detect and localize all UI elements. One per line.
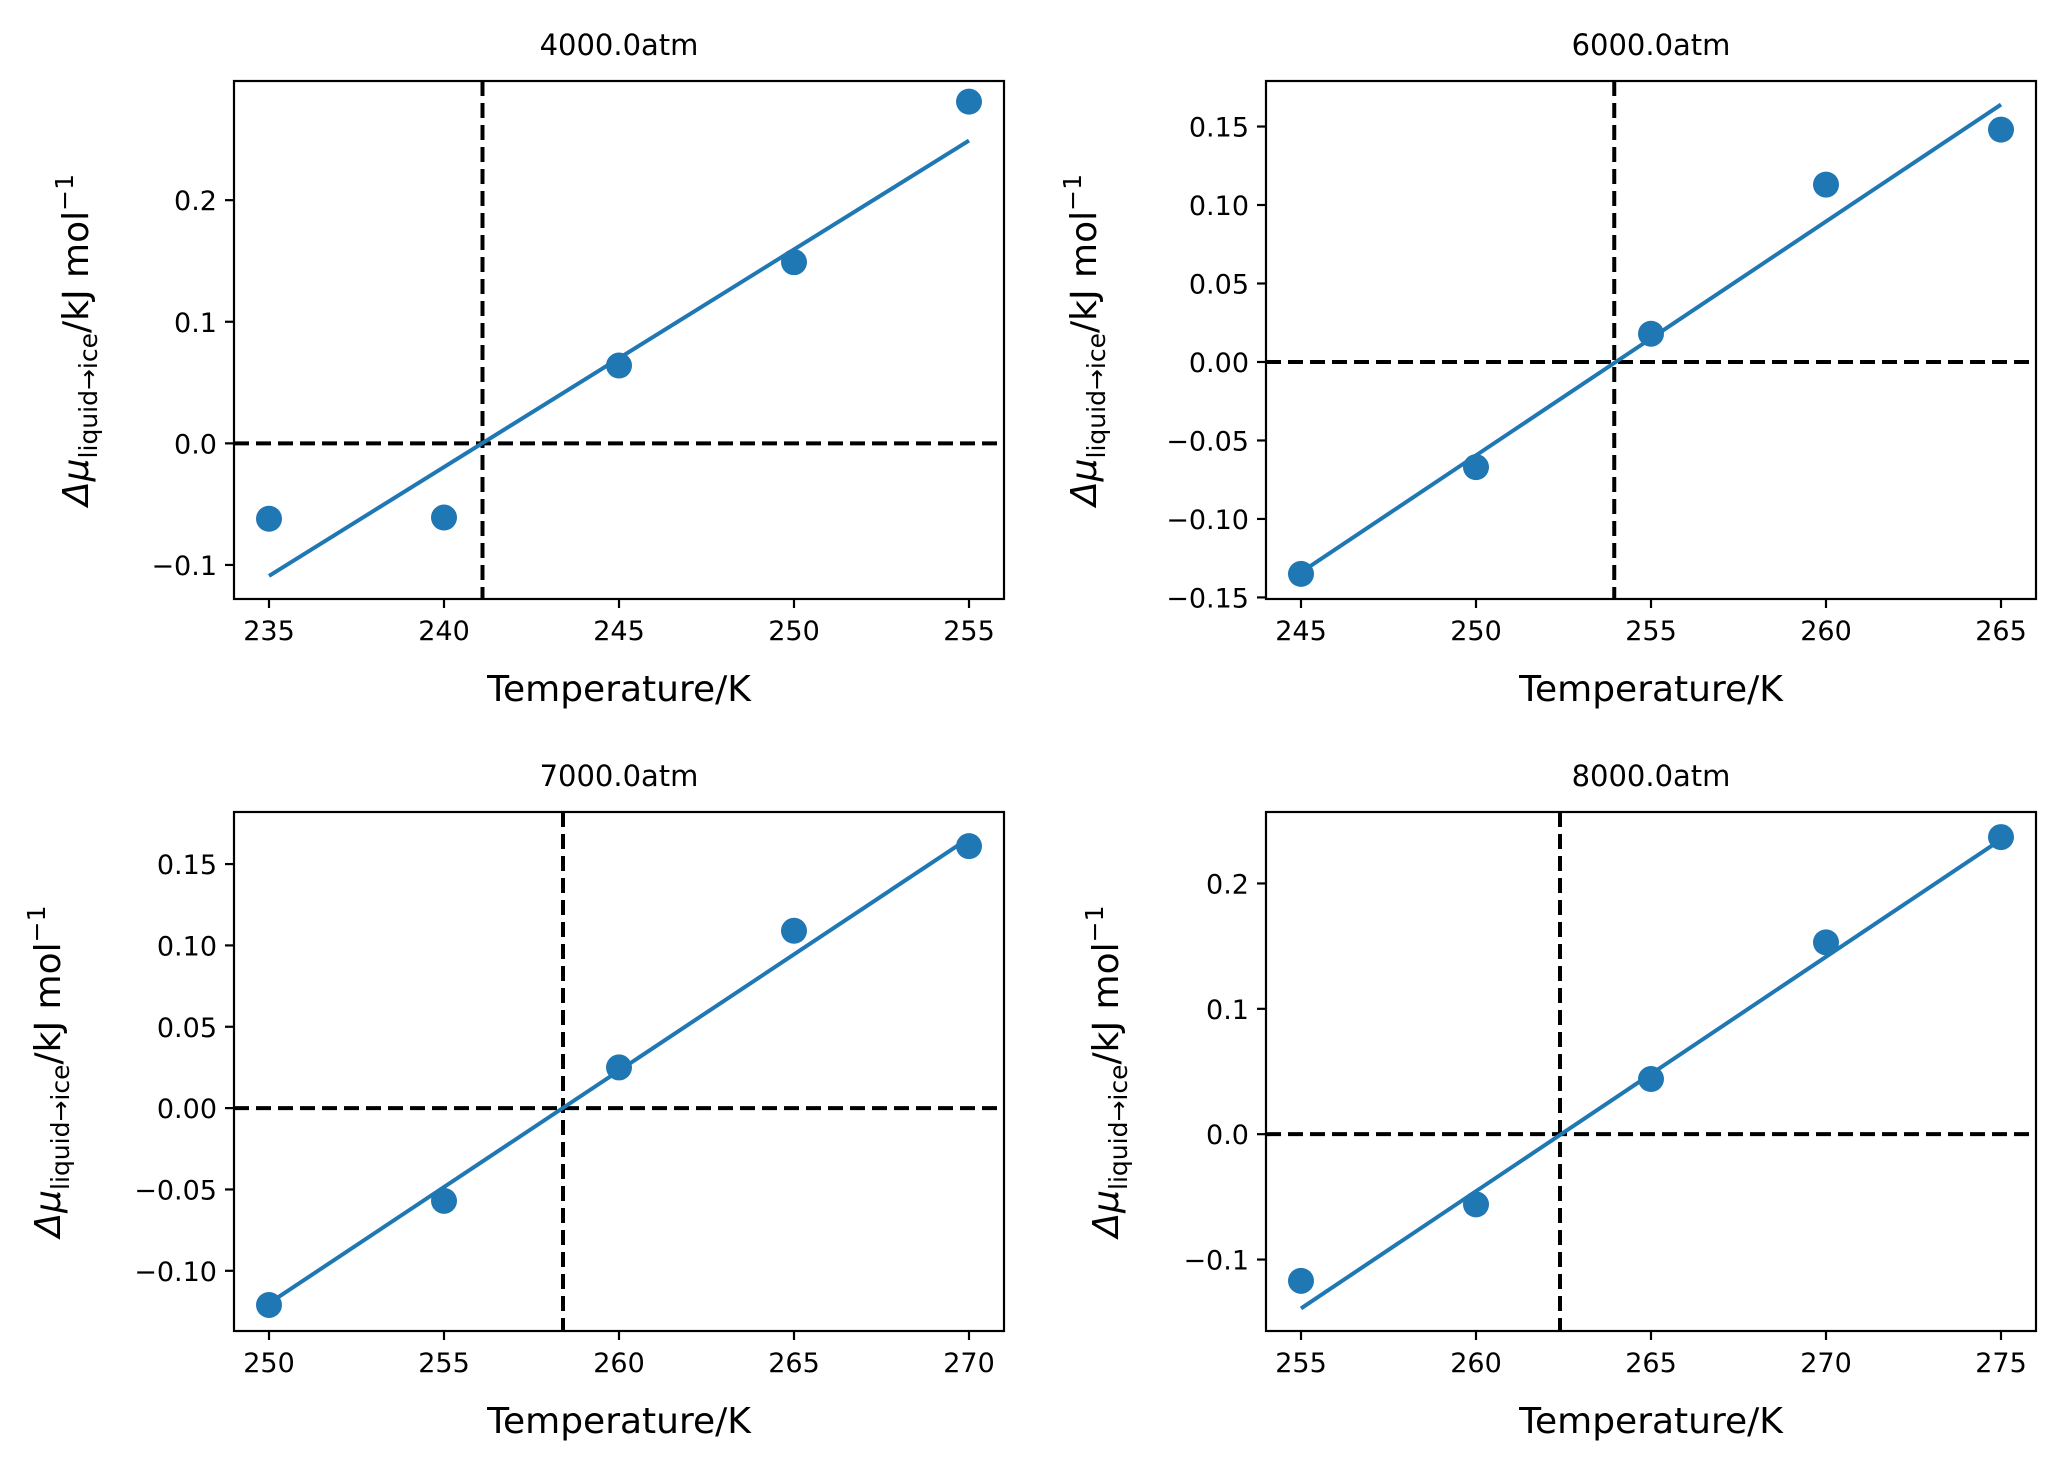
y-tick-label: −0.15 xyxy=(1166,583,1249,614)
x-tick-label: 250 xyxy=(768,616,820,647)
x-tick-label: 260 xyxy=(593,1348,645,1379)
y-tick-label: −0.10 xyxy=(134,1257,217,1288)
data-point xyxy=(781,249,807,276)
x-axis-label: Temperature/K xyxy=(486,1401,752,1442)
y-axis-label: Δμliquid→ice/kJ mol−1 xyxy=(22,906,75,1241)
y-tick-label: 0.05 xyxy=(157,1013,217,1044)
data-point xyxy=(1638,1066,1664,1093)
x-tick-label: 250 xyxy=(243,1348,295,1379)
y-tick-label: 0.2 xyxy=(174,186,217,217)
data-point xyxy=(256,505,282,532)
y-tick-label: 0.15 xyxy=(1189,113,1249,144)
x-tick-label: 270 xyxy=(1800,1348,1852,1379)
x-axis-label: Temperature/K xyxy=(1518,669,1784,710)
data-point xyxy=(781,917,807,944)
y-tick-label: −0.05 xyxy=(134,1175,217,1206)
data-point xyxy=(431,1187,457,1214)
y-tick-label: −0.10 xyxy=(1166,505,1249,536)
data-point xyxy=(1988,116,2014,143)
data-point xyxy=(1813,171,1839,198)
x-tick-label: 255 xyxy=(1625,616,1677,647)
x-tick-label: 255 xyxy=(1275,1348,1327,1379)
x-tick-label: 275 xyxy=(1975,1348,2027,1379)
y-axis-label: Δμliquid→ice/kJ mol−1 xyxy=(1058,174,1111,509)
x-axis-label: Temperature/K xyxy=(486,669,752,710)
data-point xyxy=(431,504,457,531)
x-tick-label: 260 xyxy=(1450,1348,1502,1379)
x-tick-label: 245 xyxy=(593,616,645,647)
subplot-4: 8000.0atm 255 260 265 270 275 −0.1 0.0 0.1 0.2 Tem… xyxy=(1080,759,2038,1442)
y-tick-label: 0.00 xyxy=(157,1094,217,1125)
y-tick-label: 0.1 xyxy=(1206,995,1249,1026)
subplot-3: 7000.0atm 250 255 260 265 270 −0.10 −0.05 0.00 0.… xyxy=(22,759,1006,1442)
data-point xyxy=(956,88,982,115)
y-tick-label: −0.1 xyxy=(151,551,217,582)
x-tick-label: 270 xyxy=(943,1348,995,1379)
data-point xyxy=(1463,454,1489,481)
subplot-title: 7000.0atm xyxy=(540,759,699,793)
data-point xyxy=(1288,1267,1314,1294)
y-tick-label: 0.0 xyxy=(174,429,217,460)
x-tick-label: 235 xyxy=(243,616,295,647)
data-point xyxy=(1463,1191,1489,1218)
data-point xyxy=(1288,560,1314,587)
data-point xyxy=(256,1291,282,1318)
data-point xyxy=(1638,320,1664,347)
data-point xyxy=(1813,929,1839,956)
x-axis-label: Temperature/K xyxy=(1518,1401,1784,1442)
x-tick-label: 255 xyxy=(943,616,995,647)
subplot-title: 8000.0atm xyxy=(1572,759,1731,793)
x-tick-label: 245 xyxy=(1275,616,1327,647)
y-tick-label: 0.10 xyxy=(1189,191,1249,222)
subplot-title: 6000.0atm xyxy=(1572,28,1731,62)
subplot-title: 4000.0atm xyxy=(540,28,699,62)
y-tick-label: 0.2 xyxy=(1206,869,1249,900)
x-tick-label: 265 xyxy=(768,1348,820,1379)
y-tick-label: 0.0 xyxy=(1206,1120,1249,1151)
y-axis-label: Δμliquid→ice/kJ mol−1 xyxy=(50,174,103,509)
x-tick-label: 250 xyxy=(1450,616,1502,647)
y-tick-label: 0.10 xyxy=(157,931,217,962)
x-tick-label: 265 xyxy=(1625,1348,1677,1379)
y-tick-label: 0.00 xyxy=(1189,348,1249,379)
data-point xyxy=(606,352,632,379)
y-tick-label: 0.15 xyxy=(157,850,217,881)
subplot-1: 4000.0atm 235 240 245 250 255 −0.1 0.0 0.1 0.2 Tem… xyxy=(50,28,1006,710)
y-tick-label: −0.05 xyxy=(1166,426,1249,457)
data-point xyxy=(1988,824,2014,851)
x-tick-label: 240 xyxy=(418,616,470,647)
x-tick-label: 260 xyxy=(1800,616,1852,647)
data-point xyxy=(956,833,982,860)
x-tick-label: 265 xyxy=(1975,616,2027,647)
y-tick-label: 0.05 xyxy=(1189,269,1249,300)
y-axis-label: Δμliquid→ice/kJ mol−1 xyxy=(1080,906,1133,1241)
x-tick-label: 255 xyxy=(418,1348,470,1379)
data-point xyxy=(606,1054,632,1081)
y-tick-label: −0.1 xyxy=(1183,1246,1249,1277)
axes-frame xyxy=(232,79,1006,601)
subplot-2: 6000.0atm 245 250 255 260 265 −0.15 −0.10 −0.05 0… xyxy=(1058,28,2038,710)
y-tick-label: 0.1 xyxy=(174,308,217,339)
